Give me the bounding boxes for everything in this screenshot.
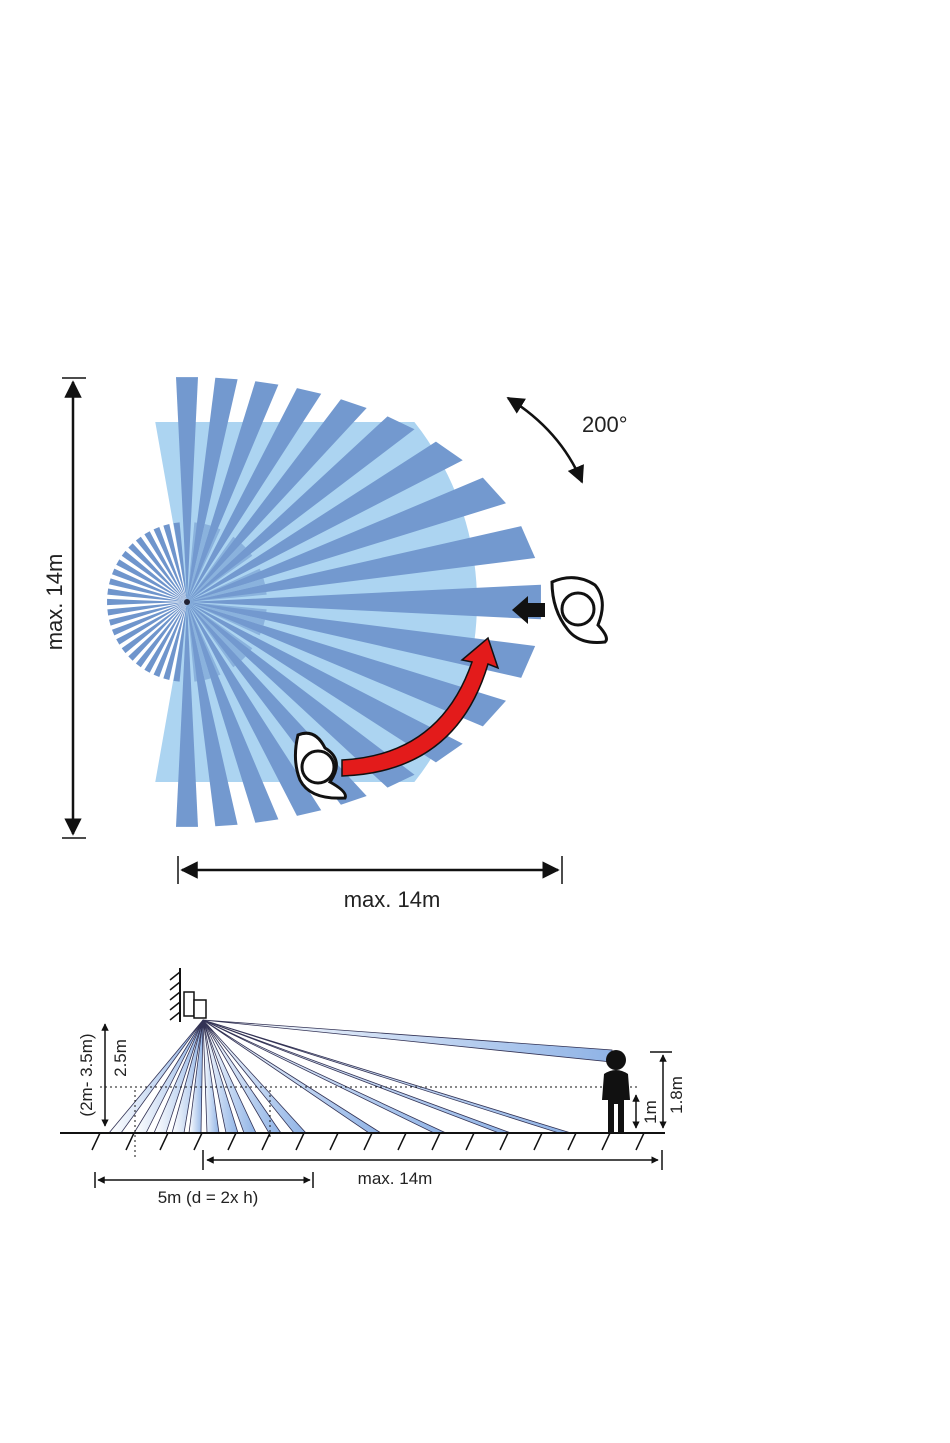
side-view-structure <box>60 968 672 1188</box>
top-view-fan <box>107 377 541 827</box>
detection-ray <box>187 377 238 602</box>
detection-ray <box>187 602 279 823</box>
ground-hatch <box>125 1132 135 1151</box>
inner-ray <box>144 602 187 673</box>
beam <box>202 1019 613 1063</box>
ground-hatch <box>431 1132 441 1151</box>
inner-ray <box>187 602 211 681</box>
near-zone-label: 5m (d = 2x h) <box>158 1188 259 1207</box>
inner-ray <box>173 522 187 602</box>
inner-ray <box>153 526 187 602</box>
detection-ray <box>187 584 541 620</box>
detection-ray <box>187 602 463 763</box>
top-view-annotations <box>62 377 584 884</box>
inner-ray <box>121 550 187 602</box>
inner-ray <box>116 602 187 645</box>
ground-hatch <box>363 1132 373 1151</box>
person-height-label: 1.8m <box>667 1076 686 1114</box>
approach-arrow <box>512 596 545 624</box>
range-label: max. 14m <box>358 1169 433 1188</box>
inner-ray <box>107 598 187 606</box>
detection-ray <box>187 526 536 602</box>
detection-ray <box>187 381 279 602</box>
detection-ray <box>187 602 536 678</box>
mount-height-label: 2.5m <box>111 1039 130 1077</box>
inner-ray <box>187 523 211 602</box>
angle-label: 200° <box>582 412 628 437</box>
detection-ray <box>187 477 506 602</box>
ground-hatch <box>329 1132 339 1151</box>
inner-ray <box>163 523 187 602</box>
inner-ray <box>144 531 187 602</box>
sensor-point <box>184 599 190 605</box>
inner-ray <box>187 602 246 661</box>
detection-ray <box>176 602 198 827</box>
detection-ray <box>187 416 415 602</box>
detection-ray <box>187 602 322 816</box>
inner-ray <box>173 602 187 682</box>
ground-hatch <box>601 1132 611 1151</box>
detection-ray <box>187 602 238 827</box>
ground-hatch <box>465 1132 475 1151</box>
width-label: max. 14m <box>344 887 441 912</box>
inner-ray <box>153 602 187 678</box>
detection-ray <box>176 377 198 602</box>
ground-hatch <box>261 1132 271 1151</box>
ground-hatch <box>533 1132 543 1151</box>
detection-ray <box>187 388 322 602</box>
inner-ray <box>163 602 187 681</box>
wall-hatch <box>169 1011 181 1021</box>
ground-hatch <box>227 1132 237 1151</box>
person-silhouette <box>602 1050 630 1133</box>
mount-range-label: (2m- 3.5m) <box>77 1033 96 1116</box>
inner-ray <box>187 578 266 602</box>
wall-hatch <box>169 1001 181 1011</box>
height-label: max. 14m <box>42 554 67 651</box>
low-height-label: 1m <box>641 1100 660 1124</box>
inner-ray <box>128 543 187 602</box>
inner-ray <box>108 602 187 626</box>
inner-ray <box>107 602 187 616</box>
inner-ray <box>107 588 187 602</box>
ground-hatch <box>499 1132 509 1151</box>
detection-ray <box>187 441 463 602</box>
ground-hatch <box>193 1132 203 1151</box>
inner-ray <box>135 536 187 602</box>
inner-ray <box>187 602 221 678</box>
detection-ray <box>187 602 415 788</box>
inner-ray <box>187 526 221 602</box>
side-view-beams <box>108 1019 613 1134</box>
inner-ray <box>187 602 266 626</box>
inner-ray <box>187 543 246 602</box>
person-icons <box>293 576 608 800</box>
inner-ray <box>116 559 187 602</box>
inner-ray <box>121 602 187 654</box>
ground-hatch <box>295 1132 305 1151</box>
inner-ray <box>111 568 187 602</box>
wall-hatch <box>169 981 181 991</box>
inner-ray <box>187 602 263 636</box>
wall-hatch <box>169 991 181 1001</box>
ground-hatch <box>91 1132 101 1151</box>
wall-hatch <box>169 971 181 981</box>
motion-arrow <box>341 636 500 777</box>
detection-ray <box>187 602 506 727</box>
ground-hatch <box>635 1132 645 1151</box>
inner-ray <box>187 568 263 602</box>
ground-hatch <box>397 1132 407 1151</box>
ground-hatch <box>567 1132 577 1151</box>
inner-ray <box>135 602 187 668</box>
ground-hatch <box>159 1132 169 1151</box>
inner-ray <box>108 578 187 602</box>
detection-ray <box>187 399 367 602</box>
inner-ray <box>111 602 187 636</box>
inner-ray <box>128 602 187 661</box>
